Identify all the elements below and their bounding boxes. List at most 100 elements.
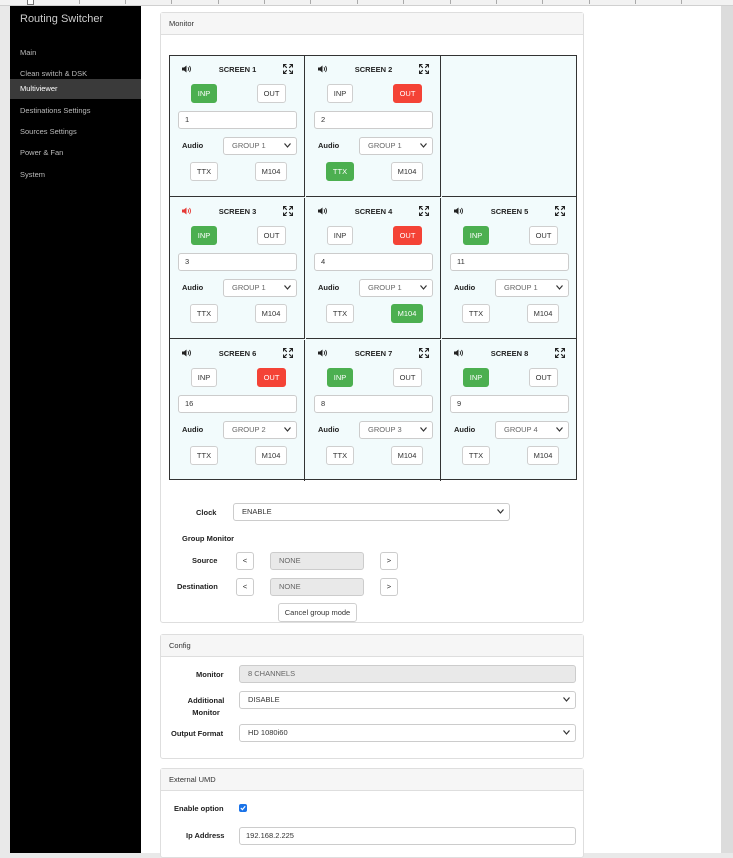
expand-icon[interactable] [419,64,429,74]
expand-icon[interactable] [283,64,293,74]
ttx-button[interactable]: TTX [190,162,218,181]
audio-label: Audio [182,425,204,434]
sidebar-item-multiviewer[interactable]: Multiviewer [10,79,141,99]
output-format-select[interactable]: HD 1080i60 [239,724,576,742]
additional-monitor-select[interactable]: DISABLE [239,691,576,709]
source-input[interactable]: 1 [178,111,297,129]
source-input[interactable]: 9 [450,395,569,413]
destination-prev-button[interactable]: < [236,578,254,596]
inp-button[interactable]: INP [463,226,489,245]
audio-group-select[interactable]: GROUP 4 [495,421,569,439]
audio-group-select[interactable]: GROUP 1 [223,279,297,297]
ttx-button[interactable]: TTX [462,446,490,465]
window-edge [721,6,733,853]
ruler-tick [496,0,497,4]
speaker-icon[interactable] [318,349,328,357]
out-button[interactable]: OUT [393,84,422,103]
source-input[interactable]: 2 [314,111,433,129]
sidebar-item-system[interactable]: System [20,170,46,179]
clock-select[interactable]: ENABLE [233,503,510,521]
inp-button[interactable]: INP [327,226,353,245]
inp-button[interactable]: INP [463,368,489,387]
app-title: Routing Switcher [20,13,104,25]
ttx-button[interactable]: TTX [326,446,354,465]
screen-title: SCREEN 5 [490,207,529,216]
config-monitor-label: Monitor [196,670,224,679]
m104-button[interactable]: M104 [527,304,559,323]
inp-button[interactable]: INP [191,226,217,245]
expand-icon[interactable] [419,348,429,358]
ttx-button[interactable]: TTX [190,446,218,465]
ttx-button[interactable]: TTX [462,304,490,323]
out-button[interactable]: OUT [393,226,422,245]
destination-next-button[interactable]: > [380,578,398,596]
inp-button[interactable]: INP [191,368,217,387]
additional-monitor-value: DISABLE [248,695,280,704]
m104-button[interactable]: M104 [255,162,287,181]
speaker-icon[interactable] [454,207,464,215]
source-input[interactable]: 8 [314,395,433,413]
source-input[interactable]: 16 [178,395,297,413]
cancel-group-mode-button[interactable]: Cancel group mode [278,603,357,622]
audio-label: Audio [318,425,340,434]
source-prev-button[interactable]: < [236,552,254,570]
expand-icon[interactable] [283,348,293,358]
out-button[interactable]: OUT [257,226,286,245]
enable-option-checkbox[interactable] [239,804,247,812]
speaker-icon[interactable] [454,349,464,357]
audio-group-value: GROUP 1 [368,141,402,150]
audio-group-select[interactable]: GROUP 1 [223,137,297,155]
audio-label: Audio [318,141,340,150]
ip-address-input[interactable]: 192.168.2.225 [239,827,576,845]
out-button[interactable]: OUT [257,84,286,103]
source-next-button[interactable]: > [380,552,398,570]
m104-button[interactable]: M104 [391,162,423,181]
source-input[interactable]: 4 [314,253,433,271]
source-input[interactable]: 11 [450,253,569,271]
source-input[interactable]: 3 [178,253,297,271]
audio-group-select[interactable]: GROUP 1 [359,137,433,155]
ttx-button[interactable]: TTX [326,304,354,323]
screen-title: SCREEN 4 [354,207,393,216]
m104-button[interactable]: M104 [391,304,423,323]
m104-button[interactable]: M104 [391,446,423,465]
out-button[interactable]: OUT [529,368,558,387]
speaker-icon[interactable] [182,349,192,357]
sidebar-item-power-fan[interactable]: Power & Fan [20,148,64,157]
ruler-tick [171,0,172,4]
screen-title: SCREEN 2 [354,65,393,74]
speaker-icon[interactable] [182,207,192,215]
m104-button[interactable]: M104 [527,446,559,465]
m104-button[interactable]: M104 [255,446,287,465]
audio-group-select[interactable]: GROUP 1 [495,279,569,297]
sidebar-item-clean-switch[interactable]: Clean switch & DSK [20,69,88,78]
audio-group-select[interactable]: GROUP 2 [223,421,297,439]
m104-button[interactable]: M104 [255,304,287,323]
ttx-button[interactable]: TTX [190,304,218,323]
audio-group-value: GROUP 3 [368,425,402,434]
screen-title: SCREEN 6 [218,349,257,358]
sidebar-item-destinations[interactable]: Destinations Settings [20,106,91,115]
sidebar-item-sources[interactable]: Sources Settings [20,127,77,136]
ruler-tick [589,0,590,4]
inp-button[interactable]: INP [327,368,353,387]
inp-button[interactable]: INP [191,84,217,103]
audio-group-select[interactable]: GROUP 1 [359,279,433,297]
out-button[interactable]: OUT [257,368,286,387]
speaker-icon[interactable] [318,65,328,73]
expand-icon[interactable] [555,348,565,358]
audio-group-select[interactable]: GROUP 3 [359,421,433,439]
expand-icon[interactable] [419,206,429,216]
ttx-button[interactable]: TTX [326,162,354,181]
chevron-down-icon [284,285,291,290]
out-button[interactable]: OUT [393,368,422,387]
sidebar-item-main[interactable]: Main [20,48,37,57]
speaker-icon[interactable] [182,65,192,73]
screen-cell-3: SCREEN 3 INP OUT 3 Audio GROUP 1 TTX M104 [170,198,305,339]
out-button[interactable]: OUT [529,226,558,245]
speaker-icon[interactable] [318,207,328,215]
inp-button[interactable]: INP [327,84,353,103]
ruler-tick [450,0,451,4]
expand-icon[interactable] [555,206,565,216]
expand-icon[interactable] [283,206,293,216]
